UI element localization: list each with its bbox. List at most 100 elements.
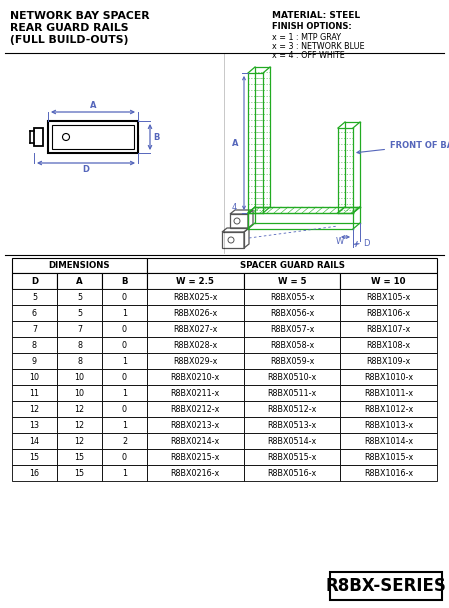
Text: W = 5: W = 5 [278,277,306,286]
Text: 7: 7 [32,325,37,334]
Text: R8BX0510-x: R8BX0510-x [267,373,317,381]
Bar [340,321,437,337]
Text: W: W [335,237,343,246]
Text: R8BX1012-x: R8BX1012-x [364,404,413,413]
Bar [57,353,102,369]
Text: 12: 12 [75,404,84,413]
Text: 0: 0 [122,452,127,461]
Bar [147,417,244,433]
Bar [244,417,340,433]
Text: 5: 5 [77,292,82,302]
Text: R8BX109-x: R8BX109-x [366,356,411,365]
Bar [340,273,437,289]
Bar [244,465,340,481]
Text: 12: 12 [75,437,84,446]
Text: 12: 12 [30,404,40,413]
Bar [52,125,134,149]
Bar [340,353,437,369]
Text: 4: 4 [231,204,237,213]
Bar [244,449,340,465]
Bar [12,449,57,465]
Bar [147,337,244,353]
Bar [340,289,437,305]
Bar [57,449,102,465]
Bar [244,289,340,305]
Text: 10: 10 [75,373,84,381]
Bar [57,417,102,433]
Text: D: D [31,277,38,286]
Bar [12,273,57,289]
Text: 7: 7 [77,325,82,334]
Text: R8BX105-x: R8BX105-x [366,292,411,302]
Text: REAR GUARD RAILS: REAR GUARD RAILS [10,23,128,33]
Text: R8BX-SERIES: R8BX-SERIES [326,577,446,595]
Text: 10: 10 [75,389,84,398]
Bar [57,273,102,289]
Text: R8BX0513-x: R8BX0513-x [267,421,317,429]
Bar [102,321,147,337]
Bar [147,289,244,305]
Text: 1: 1 [122,389,127,398]
Bar [102,465,147,481]
Text: D: D [363,240,370,249]
Bar [102,417,147,433]
Bar [57,369,102,385]
Text: R8BX027-x: R8BX027-x [173,325,217,334]
Text: x = 4 : OFF WHITE: x = 4 : OFF WHITE [272,51,345,60]
Text: 15: 15 [75,469,84,477]
Text: R8BX0215-x: R8BX0215-x [171,452,220,461]
Text: R8BX1015-x: R8BX1015-x [364,452,413,461]
Bar [340,385,437,401]
Text: R8BX0515-x: R8BX0515-x [267,452,317,461]
Text: A: A [90,101,96,110]
Text: R8BX0211-x: R8BX0211-x [171,389,220,398]
Text: 15: 15 [30,452,40,461]
Bar [244,433,340,449]
Text: x = 1 : MTP GRAY: x = 1 : MTP GRAY [272,33,341,42]
Bar [340,433,437,449]
Text: R8BX1011-x: R8BX1011-x [364,389,413,398]
Text: 16: 16 [30,469,40,477]
Text: R8BX0511-x: R8BX0511-x [267,389,317,398]
Text: 0: 0 [122,325,127,334]
Text: W = 10: W = 10 [371,277,406,286]
Text: 1: 1 [122,356,127,365]
Text: R8BX0214-x: R8BX0214-x [171,437,220,446]
Text: B: B [153,133,159,142]
Bar [147,385,244,401]
Bar [244,305,340,321]
Bar [12,417,57,433]
Bar [147,369,244,385]
Bar [48,121,138,153]
Text: B: B [121,277,128,286]
Bar [12,305,57,321]
Text: R8BX0516-x: R8BX0516-x [267,469,317,477]
Text: 6: 6 [32,308,37,317]
Text: 0: 0 [122,292,127,302]
Text: 15: 15 [75,452,84,461]
Bar [12,465,57,481]
Bar [147,433,244,449]
Text: R8BX107-x: R8BX107-x [366,325,411,334]
Bar [34,128,43,146]
Bar [340,401,437,417]
Text: A: A [76,277,83,286]
Text: R8BX0216-x: R8BX0216-x [171,469,220,477]
Text: FINISH OPTIONS:: FINISH OPTIONS: [272,22,352,31]
Bar [102,305,147,321]
Text: SPACER GUARD RAILS: SPACER GUARD RAILS [239,261,344,270]
Text: x = 3 : NETWORK BLUE: x = 3 : NETWORK BLUE [272,42,365,51]
Text: 11: 11 [30,389,40,398]
Bar [57,321,102,337]
Text: 5: 5 [77,308,82,317]
Bar [12,385,57,401]
Text: R8BX0213-x: R8BX0213-x [171,421,220,429]
Text: W = 2.5: W = 2.5 [176,277,214,286]
Bar [12,369,57,385]
Bar [12,337,57,353]
Text: MATERIAL: STEEL: MATERIAL: STEEL [272,11,360,20]
Text: R8BX1010-x: R8BX1010-x [364,373,413,381]
Text: 8: 8 [32,340,37,350]
Bar [147,321,244,337]
Text: R8BX056-x: R8BX056-x [270,308,314,317]
